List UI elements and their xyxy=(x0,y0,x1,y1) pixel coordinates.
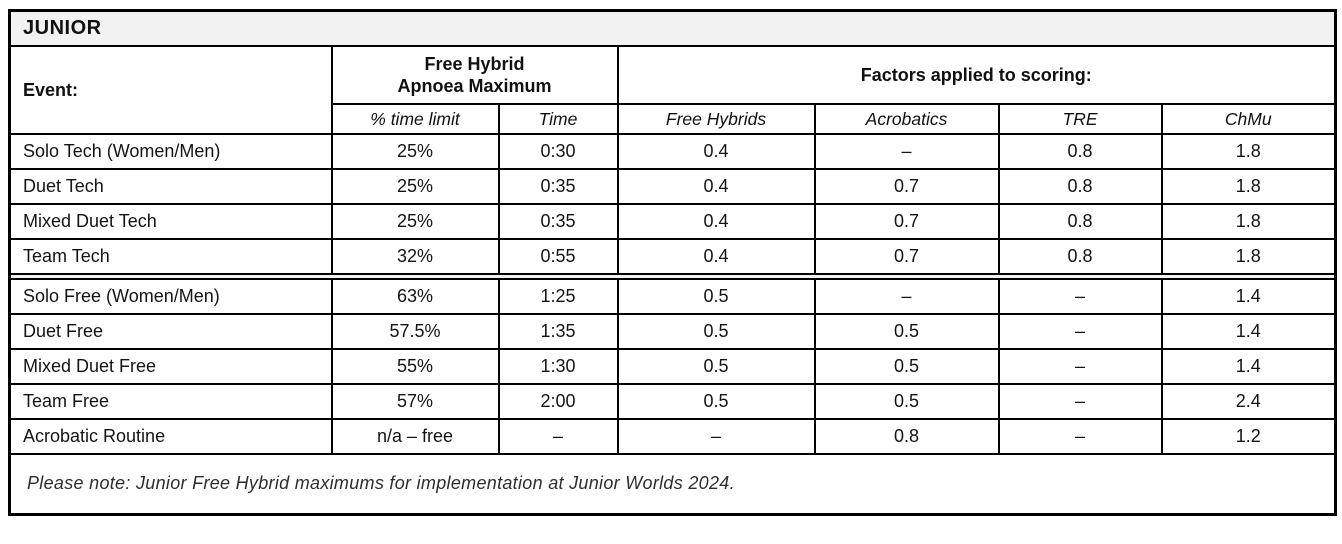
event-cell: Duet Tech xyxy=(8,168,333,205)
chmu-cell: 1.8 xyxy=(1160,203,1337,240)
free-hybrids-cell: 0.4 xyxy=(616,168,816,205)
time-cell: 0:30 xyxy=(497,133,619,170)
time-cell: 0:35 xyxy=(497,168,619,205)
free-hybrids-cell: 0.5 xyxy=(616,278,816,315)
tre-cell: 0.8 xyxy=(997,203,1163,240)
event-cell: Acrobatic Routine xyxy=(8,418,333,455)
section-separator xyxy=(9,273,1338,280)
time-cell: 0:35 xyxy=(497,203,619,240)
acrobatics-cell: 0.5 xyxy=(813,348,1000,385)
chmu-cell: 1.4 xyxy=(1160,348,1337,385)
free-hybrids-header: Free Hybrids xyxy=(616,103,816,135)
free-hybrids-cell: 0.4 xyxy=(616,203,816,240)
tre-cell: 0.8 xyxy=(997,168,1163,205)
acrobatics-cell: 0.8 xyxy=(813,418,1000,455)
free-hybrids-cell: 0.4 xyxy=(616,133,816,170)
factors-applied-header: Factors applied to scoring: xyxy=(616,45,1337,105)
time-cell: 1:30 xyxy=(497,348,619,385)
tre-cell: – xyxy=(997,418,1163,455)
table-row-team-tech: Team Tech 32% 0:55 0.4 0.7 0.8 1.8 xyxy=(8,238,1337,275)
table-row-solo-tech: Solo Tech (Women/Men) 25% 0:30 0.4 – 0.8… xyxy=(8,133,1337,170)
table-title: JUNIOR xyxy=(8,9,1337,47)
chmu-cell: 1.4 xyxy=(1160,278,1337,315)
pct-cell: 25% xyxy=(330,133,500,170)
free-hybrids-cell: 0.4 xyxy=(616,238,816,275)
acrobatics-cell: – xyxy=(813,278,1000,315)
table-row-acrobatic-routine: Acrobatic Routine n/a – free – – 0.8 – 1… xyxy=(8,418,1337,455)
acrobatics-cell: 0.5 xyxy=(813,313,1000,350)
time-cell: – xyxy=(497,418,619,455)
pct-cell: 25% xyxy=(330,168,500,205)
note-row: Please note: Junior Free Hybrid maximums… xyxy=(8,453,1337,515)
free-hybrid-apnoea-maximum-header: Free Hybrid Apnoea Maximum xyxy=(330,45,619,105)
table-row-duet-free: Duet Free 57.5% 1:35 0.5 0.5 – 1.4 xyxy=(8,313,1337,350)
chmu-cell: 2.4 xyxy=(1160,383,1337,420)
pct-time-limit-header: % time limit xyxy=(330,103,500,135)
table-row-solo-free: Solo Free (Women/Men) 63% 1:25 0.5 – – 1… xyxy=(8,278,1337,315)
sub-header-row: % time limit Time Free Hybrids Acrobatic… xyxy=(10,103,1337,135)
free-hybrids-cell: 0.5 xyxy=(616,383,816,420)
table-row-duet-tech: Duet Tech 25% 0:35 0.4 0.7 0.8 1.8 xyxy=(8,168,1337,205)
event-cell: Solo Tech (Women/Men) xyxy=(8,133,333,170)
event-cell: Solo Free (Women/Men) xyxy=(8,278,333,315)
chmu-cell: 1.8 xyxy=(1160,133,1337,170)
pct-cell: 55% xyxy=(330,348,500,385)
tre-cell: – xyxy=(997,383,1163,420)
free-hybrids-cell: 0.5 xyxy=(616,313,816,350)
tre-cell: 0.8 xyxy=(997,133,1163,170)
tre-cell: – xyxy=(997,278,1163,315)
tre-cell: 0.8 xyxy=(997,238,1163,275)
acrobatics-cell: 0.7 xyxy=(813,238,1000,275)
chmu-cell: 1.2 xyxy=(1160,418,1337,455)
tre-cell: – xyxy=(997,348,1163,385)
acrobatics-cell: – xyxy=(813,133,1000,170)
event-cell: Team Free xyxy=(8,383,333,420)
acrobatics-cell: 0.7 xyxy=(813,203,1000,240)
section-separator-band xyxy=(9,273,1338,280)
time-cell: 2:00 xyxy=(497,383,619,420)
chmu-header: ChMu xyxy=(1160,103,1337,135)
event-cell: Team Tech xyxy=(8,238,333,275)
time-cell: 0:55 xyxy=(497,238,619,275)
chmu-cell: 1.4 xyxy=(1160,313,1337,350)
group-header-row: Event: Free Hybrid Apnoea Maximum Factor… xyxy=(8,45,1337,135)
time-cell: 1:25 xyxy=(497,278,619,315)
acrobatics-cell: 0.7 xyxy=(813,168,1000,205)
pct-cell: 32% xyxy=(330,238,500,275)
pct-cell: n/a – free xyxy=(330,418,500,455)
free-hybrids-cell: – xyxy=(616,418,816,455)
event-cell: Mixed Duet Free xyxy=(8,348,333,385)
tre-header: TRE xyxy=(997,103,1163,135)
table-row-team-free: Team Free 57% 2:00 0.5 0.5 – 2.4 xyxy=(8,383,1337,420)
pct-cell: 57.5% xyxy=(330,313,500,350)
tre-cell: – xyxy=(997,313,1163,350)
pct-cell: 57% xyxy=(330,383,500,420)
acrobatics-cell: 0.5 xyxy=(813,383,1000,420)
event-cell: Mixed Duet Tech xyxy=(8,203,333,240)
time-header: Time xyxy=(497,103,619,135)
table-row-mixed-duet-free: Mixed Duet Free 55% 1:30 0.5 0.5 – 1.4 xyxy=(8,348,1337,385)
acrobatics-header: Acrobatics xyxy=(813,103,1000,135)
chmu-cell: 1.8 xyxy=(1160,168,1337,205)
event-column-header: Event: xyxy=(8,45,333,135)
junior-scoring-table: JUNIOR Event: Free Hybrid Apnoea Maximum… xyxy=(8,9,1338,516)
title-row: JUNIOR xyxy=(8,9,1337,47)
footnote: Please note: Junior Free Hybrid maximums… xyxy=(8,453,1337,515)
pct-cell: 63% xyxy=(330,278,500,315)
time-cell: 1:35 xyxy=(497,313,619,350)
pct-cell: 25% xyxy=(330,203,500,240)
free-hybrids-cell: 0.5 xyxy=(616,348,816,385)
chmu-cell: 1.8 xyxy=(1160,238,1337,275)
event-cell: Duet Free xyxy=(8,313,333,350)
table-row-mixed-duet-tech: Mixed Duet Tech 25% 0:35 0.4 0.7 0.8 1.8 xyxy=(8,203,1337,240)
